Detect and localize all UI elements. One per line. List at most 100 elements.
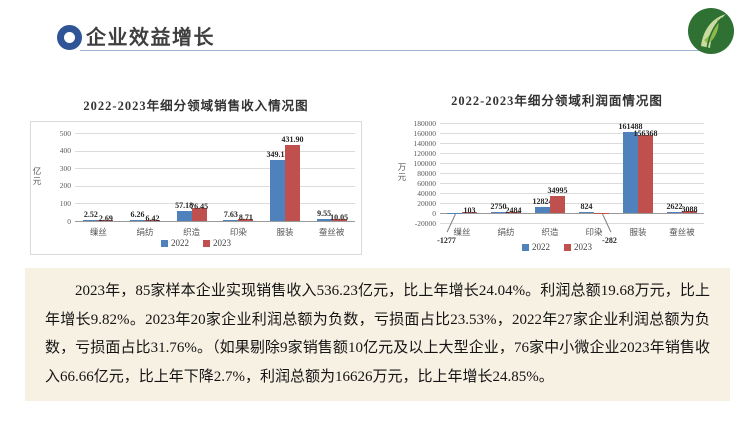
x-axis-line [75, 221, 355, 222]
category-label: 服装 [276, 227, 294, 237]
page-title: 企业效益增长 [86, 27, 215, 49]
value-label: 161488 [618, 122, 643, 132]
legend-item: 2023 [203, 238, 231, 248]
bar [550, 195, 565, 213]
y-tick-label: 160000 [413, 128, 437, 138]
bar [98, 220, 114, 221]
bar [176, 210, 192, 221]
value-label: 7.63 [223, 209, 238, 219]
value-label: 2750 [490, 201, 507, 211]
summary-panel: 2023年，85家样本企业实现销售收入536.23亿元，比上年增长24.04%。… [25, 268, 730, 401]
bar [285, 144, 300, 221]
y-tick-label: 400 [59, 146, 71, 156]
gridline [440, 203, 704, 204]
value-label: 349.15 [266, 149, 289, 159]
category-label: 绢纺 [497, 227, 515, 237]
category-label: 绢纺 [136, 227, 154, 237]
gridline [75, 185, 355, 187]
y-tick-label: 500 [59, 128, 71, 138]
bar [667, 211, 682, 213]
y-tick-label: 300 [59, 163, 71, 173]
legend-swatch [161, 239, 168, 247]
y-tick-label: 100000 [413, 158, 437, 168]
value-label: 2.69 [98, 214, 113, 223]
gridline [440, 133, 704, 134]
gridline [440, 173, 704, 174]
legend-label: 2022 [532, 242, 550, 252]
value-label: 156368 [633, 128, 658, 138]
bar [594, 213, 609, 214]
value-label: -282 [602, 236, 617, 245]
y-tick-label: 180000 [413, 118, 437, 128]
y-tick-label: 0 [67, 216, 71, 226]
gridline [75, 150, 355, 152]
value-label: 824 [580, 202, 593, 211]
value-label: 34995 [547, 185, 568, 195]
value-label: 2484 [505, 205, 522, 215]
value-label: 76.45 [190, 201, 209, 211]
value-label: 57.18 [175, 200, 194, 210]
y-axis-unit-label: 亿 元 [32, 166, 42, 186]
bar [579, 212, 594, 213]
bar [270, 159, 285, 221]
y-tick-label: 140000 [413, 138, 437, 148]
y-tick-label: 40000 [417, 188, 436, 198]
legend-label: 2023 [574, 242, 592, 252]
category-label: 服装 [629, 227, 647, 237]
value-label: 12824 [532, 196, 553, 206]
gridline [440, 193, 704, 194]
bar [447, 213, 462, 214]
legend-label: 2022 [171, 238, 189, 248]
gridline [440, 123, 704, 124]
bar [191, 207, 207, 221]
value-label: -1277 [437, 236, 456, 245]
value-label: 9.55 [317, 209, 332, 219]
bar [223, 219, 239, 221]
legend-swatch [564, 243, 571, 251]
bar [491, 211, 506, 213]
gridline [75, 133, 355, 134]
value-label: 8.71 [238, 213, 253, 223]
y-tick-label: 20000 [417, 198, 436, 208]
value-label: 3088 [681, 205, 698, 215]
legend-item: 2022 [161, 238, 189, 248]
gridline [440, 163, 704, 164]
x-axis-line [440, 213, 704, 214]
bar [638, 134, 653, 213]
value-label: 103 [463, 206, 476, 215]
bar [331, 219, 347, 221]
bar [316, 219, 332, 221]
y-tick-label: 80000 [417, 168, 436, 178]
ring-bullet-icon [57, 25, 82, 50]
bar [535, 206, 550, 213]
gridline [440, 183, 704, 184]
bar [238, 219, 254, 221]
legend-swatch [203, 239, 210, 247]
value-label: 2.52 [83, 210, 98, 219]
y-tick-label: 200 [59, 181, 71, 191]
category-label: 织造 [541, 227, 559, 237]
bar [506, 211, 521, 213]
value-label: 431.90 [281, 134, 304, 144]
y-axis-unit-label: 万 元 [397, 162, 407, 182]
value-label: 6.42 [145, 213, 160, 223]
gridline [440, 143, 704, 144]
bar [462, 212, 477, 213]
chart-sales-revenue: 2022-2023年细分领域销售收入情况图 0 100 200 300 400 500 亿 … [28, 95, 364, 270]
summary-text: 2023年，85家样本企业实现销售收入536.23亿元，比上年增长24.04%。… [45, 283, 710, 385]
bar [145, 219, 160, 221]
bar [682, 211, 697, 213]
legend: 2022 2023 [392, 242, 722, 252]
legend-label: 2023 [213, 238, 231, 248]
gridline [440, 223, 704, 224]
category-label: 蚕丝被 [669, 227, 695, 237]
title-underline [80, 50, 700, 51]
bar [83, 220, 99, 221]
bar [130, 219, 145, 221]
y-tick-label: 60000 [417, 178, 436, 188]
y-tick-label: -20000 [414, 218, 436, 228]
value-label: 2622 [666, 201, 683, 211]
bar [623, 132, 638, 213]
legend-item: 2023 [564, 242, 592, 252]
